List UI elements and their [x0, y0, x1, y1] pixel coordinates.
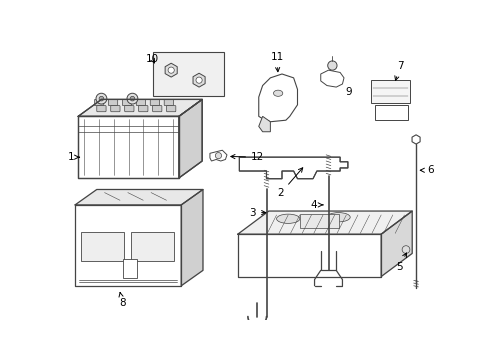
Text: 9: 9 — [345, 87, 351, 97]
Polygon shape — [239, 157, 347, 179]
Text: 10: 10 — [145, 54, 159, 64]
Polygon shape — [258, 116, 270, 132]
Ellipse shape — [326, 213, 349, 222]
Circle shape — [196, 77, 202, 83]
Bar — [81, 232, 123, 261]
FancyBboxPatch shape — [110, 105, 120, 112]
Ellipse shape — [273, 90, 282, 96]
Circle shape — [127, 93, 138, 104]
Circle shape — [327, 61, 336, 70]
Text: 4: 4 — [310, 200, 322, 210]
FancyBboxPatch shape — [152, 105, 162, 112]
Polygon shape — [181, 189, 203, 286]
Polygon shape — [78, 116, 179, 178]
Bar — [152, 53, 224, 95]
Polygon shape — [237, 211, 411, 234]
FancyBboxPatch shape — [164, 99, 173, 105]
Text: 7: 7 — [394, 61, 403, 80]
Text: 8: 8 — [119, 292, 125, 309]
Polygon shape — [165, 63, 177, 77]
Text: 5: 5 — [395, 253, 406, 271]
FancyBboxPatch shape — [108, 99, 118, 105]
Polygon shape — [411, 135, 419, 144]
Polygon shape — [193, 73, 204, 87]
Bar — [131, 232, 173, 261]
Polygon shape — [320, 70, 343, 87]
FancyBboxPatch shape — [122, 99, 131, 105]
FancyBboxPatch shape — [166, 105, 176, 112]
Polygon shape — [258, 74, 297, 122]
Text: 6: 6 — [419, 165, 433, 175]
Text: 3: 3 — [249, 208, 265, 217]
Text: 11: 11 — [270, 52, 283, 72]
FancyBboxPatch shape — [94, 99, 103, 105]
Circle shape — [168, 67, 174, 73]
Bar — [299, 214, 338, 228]
FancyBboxPatch shape — [136, 99, 145, 105]
Polygon shape — [75, 189, 203, 205]
Polygon shape — [78, 99, 202, 116]
Circle shape — [215, 153, 221, 159]
FancyBboxPatch shape — [150, 99, 159, 105]
Text: 12: 12 — [230, 152, 264, 162]
Polygon shape — [370, 80, 409, 103]
FancyBboxPatch shape — [138, 105, 148, 112]
Polygon shape — [209, 150, 226, 161]
Polygon shape — [374, 105, 407, 120]
FancyBboxPatch shape — [124, 105, 134, 112]
FancyBboxPatch shape — [97, 105, 106, 112]
Polygon shape — [75, 205, 181, 286]
Polygon shape — [179, 99, 202, 178]
Text: 2: 2 — [277, 168, 302, 198]
Ellipse shape — [276, 214, 299, 223]
Polygon shape — [381, 211, 411, 276]
Circle shape — [96, 93, 107, 104]
Circle shape — [99, 96, 103, 101]
Text: 1: 1 — [67, 152, 80, 162]
Circle shape — [401, 246, 409, 253]
Bar — [123, 259, 137, 278]
Polygon shape — [237, 234, 381, 276]
Circle shape — [130, 96, 135, 101]
